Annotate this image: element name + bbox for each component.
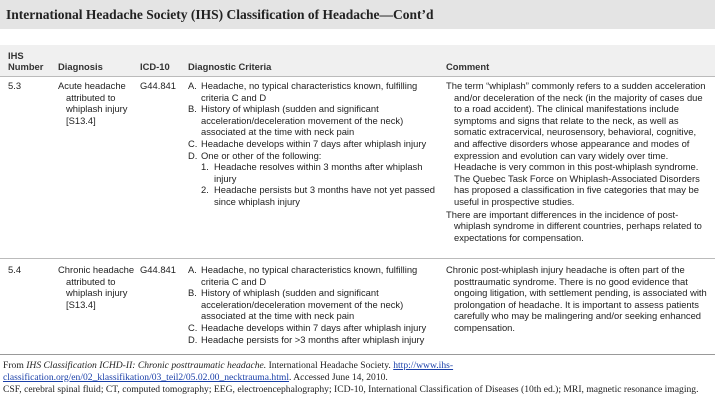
criterion-marker: A. bbox=[188, 264, 197, 275]
table-title: International Headache Society (IHS) Cla… bbox=[6, 7, 434, 22]
diagnosis: Acute headache attributed to whiplash in… bbox=[58, 80, 128, 126]
criterion-marker: D. bbox=[188, 333, 198, 345]
criterion: D. One or other of the following: 1. Headac… bbox=[188, 150, 438, 208]
source-link[interactable]: http://www.ihs-classification.org/en/02_… bbox=[3, 360, 454, 383]
criterion: B. History of whiplash (sudden and signif… bbox=[188, 103, 438, 138]
source-prefix: From bbox=[3, 360, 24, 371]
criterion: A. Headache, no typical characteristics k… bbox=[188, 264, 438, 287]
source-work: IHS Classification ICHD-II: Chronic post… bbox=[26, 360, 267, 371]
comment: The term “whiplash” commonly refers to a… bbox=[446, 80, 708, 243]
header-row: IHS Number Diagnosis ICD-10 Diagnostic C… bbox=[0, 45, 715, 77]
criterion-marker: A. bbox=[188, 80, 197, 91]
column-header: Comment bbox=[446, 61, 490, 73]
criterion-marker: C. bbox=[188, 321, 198, 333]
criterion-text: One or other of the following: bbox=[201, 149, 322, 161]
criterion-marker: B. bbox=[188, 287, 197, 299]
criterion-text: Headache persists for >3 months after wh… bbox=[201, 333, 425, 345]
abbreviations-note: CSF, cerebral spinal fluid; CT, computed… bbox=[3, 384, 699, 395]
column-header: IHS Number bbox=[8, 49, 44, 73]
title-bar bbox=[0, 0, 715, 29]
source-note: From IHS Classification ICHD-II: Chronic… bbox=[3, 360, 708, 383]
footer-rule bbox=[0, 354, 715, 355]
row-separator bbox=[0, 258, 715, 259]
sub-criterion-text: Headache persists but 3 months have not … bbox=[214, 184, 435, 207]
comment-paragraph: The term “whiplash” commonly refers to a… bbox=[446, 80, 706, 207]
diagnosis: Chronic headache attributed to whiplash … bbox=[58, 264, 135, 310]
comment: Chronic post-whiplash injury headache is… bbox=[446, 264, 708, 334]
criterion: B. History of whiplash (sudden and signif… bbox=[188, 287, 438, 322]
icd-10: G44.841 bbox=[140, 264, 176, 275]
criterion-text: History of whiplash (sudden and signific… bbox=[201, 103, 404, 138]
column-header: Diagnosis bbox=[58, 61, 103, 73]
criterion-text: Headache, no typical characteristics kno… bbox=[201, 80, 418, 103]
criterion-text: Headache develops within 7 days after wh… bbox=[201, 321, 427, 333]
ihs-number: 5.4 bbox=[8, 264, 22, 275]
sub-criterion: 1. Headache resolves within 3 months afte… bbox=[201, 161, 438, 184]
diagnostic-criteria: A. Headache, no typical characteristics k… bbox=[188, 80, 438, 208]
comment-paragraph: Chronic post-whiplash injury headache is… bbox=[446, 264, 707, 333]
icd-10: G44.841 bbox=[140, 80, 176, 91]
criterion-text: History of whiplash (sudden and signific… bbox=[201, 287, 404, 322]
column-header: ICD-10 bbox=[140, 61, 170, 73]
column-header: Diagnostic Criteria bbox=[188, 61, 272, 73]
sub-criterion-text: Headache resolves within 3 months after … bbox=[214, 161, 423, 184]
sub-criterion-marker: 1. bbox=[201, 161, 209, 173]
criterion-marker: B. bbox=[188, 103, 197, 115]
criterion-marker: C. bbox=[188, 137, 198, 149]
criterion-text: Headache, no typical characteristics kno… bbox=[201, 264, 418, 287]
source-publisher: International Headache Society. bbox=[268, 360, 391, 371]
criterion: A. Headache, no typical characteristics k… bbox=[188, 80, 438, 103]
comment-paragraph: There are important differences in the i… bbox=[446, 208, 702, 243]
criterion: C. Headache develops within 7 days after … bbox=[188, 322, 438, 334]
criterion-text: Headache develops within 7 days after wh… bbox=[201, 137, 427, 149]
ihs-number: 5.3 bbox=[8, 80, 22, 91]
diagnostic-criteria: A. Headache, no typical characteristics k… bbox=[188, 264, 438, 345]
source-accessed: . Accessed June 14, 2010. bbox=[288, 371, 388, 383]
criterion: D. Headache persists for >3 months after … bbox=[188, 334, 438, 346]
sub-criterion-marker: 2. bbox=[201, 184, 209, 196]
criterion-marker: D. bbox=[188, 149, 198, 161]
criterion: C. Headache develops within 7 days after … bbox=[188, 138, 438, 150]
sub-criterion: 2. Headache persists but 3 months have no… bbox=[201, 184, 438, 207]
